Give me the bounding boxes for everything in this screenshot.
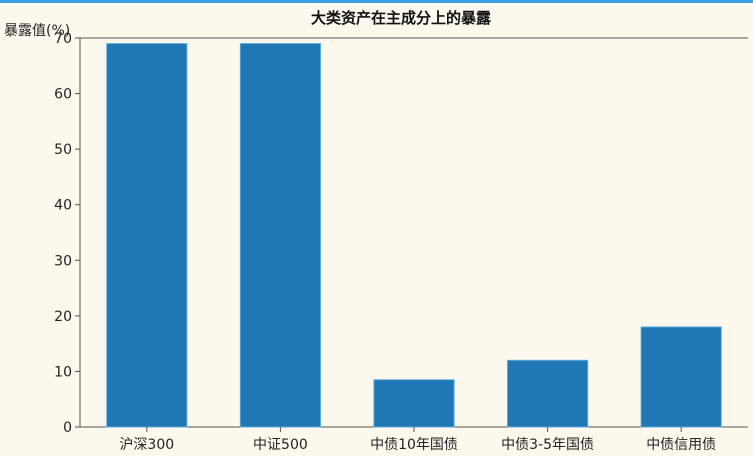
x-tick-label: 中债3-5年国债 [501, 437, 594, 453]
x-tick-label: 沪深300 [119, 437, 174, 453]
y-tick-label: 40 [54, 198, 72, 214]
bar [640, 326, 722, 428]
x-tick-label: 中债10年国债 [370, 437, 458, 453]
y-tick-label: 0 [63, 420, 72, 436]
x-tick-label: 中债信用债 [646, 437, 716, 453]
y-tick-label: 50 [54, 142, 72, 158]
y-ticks: 0 10 20 30 40 50 60 70 [54, 31, 80, 436]
bar-chart: 大类资产在主成分上的暴露 暴露值(%) 0 10 20 30 40 50 60 70 沪深30… [4, 9, 748, 453]
y-tick-label: 70 [54, 31, 72, 47]
bar [507, 359, 589, 428]
y-axis-label: 暴露值(%) [4, 23, 70, 39]
chart-title: 大类资产在主成分上的暴露 [311, 9, 492, 27]
bar [373, 379, 455, 428]
y-tick-label: 60 [54, 87, 72, 103]
bars [106, 43, 722, 428]
bar [239, 43, 321, 428]
bar [106, 43, 188, 428]
y-tick-label: 30 [54, 253, 72, 269]
y-tick-label: 20 [54, 309, 72, 325]
x-ticks: 沪深300 中证500 中债10年国债 中债3-5年国债 中债信用债 [119, 427, 716, 453]
y-tick-label: 10 [54, 364, 72, 380]
x-tick-label: 中证500 [253, 437, 308, 453]
